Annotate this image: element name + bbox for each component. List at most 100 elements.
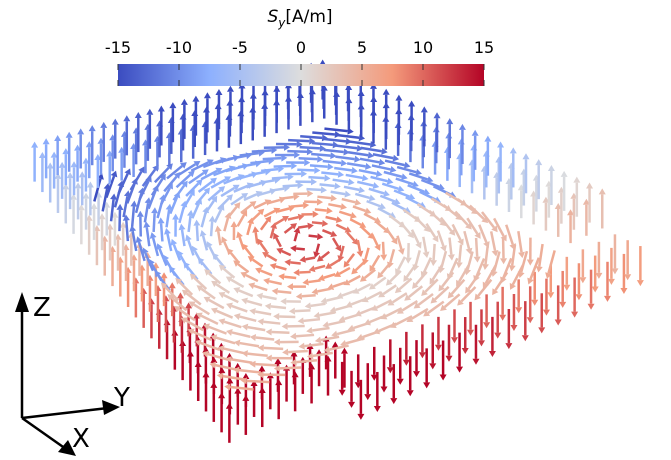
- arrow-head: [297, 317, 304, 325]
- arrow-head: [343, 148, 350, 156]
- arrow-head: [210, 177, 217, 185]
- arrow-head: [483, 322, 491, 329]
- arrow-head: [474, 231, 481, 239]
- arrow-head: [208, 215, 216, 222]
- arrow-head: [157, 105, 165, 112]
- arrow-shaft: [145, 227, 151, 247]
- arrow-shaft: [466, 251, 474, 270]
- arrow-head: [329, 306, 337, 314]
- arrow-head: [304, 159, 311, 167]
- arrow-shaft: [192, 330, 213, 342]
- arrow-head: [465, 247, 473, 255]
- arrow-shaft: [502, 257, 513, 279]
- arrow-head: [322, 321, 330, 329]
- arrow-head: [361, 174, 369, 182]
- arrow-head: [257, 318, 264, 326]
- arrow-head: [110, 170, 118, 178]
- arrow-shaft: [259, 242, 268, 253]
- arrow-head: [276, 247, 284, 255]
- arrow-head: [66, 172, 74, 179]
- arrow-shaft: [247, 325, 266, 332]
- arrow-head: [203, 92, 211, 99]
- arrow-head: [391, 237, 398, 245]
- arrow-head: [183, 261, 190, 269]
- arrow-shaft: [163, 175, 178, 193]
- arrow-shaft: [281, 249, 292, 257]
- arrow-shaft: [253, 284, 268, 292]
- arrow-head: [221, 236, 228, 244]
- arrow-head: [313, 251, 320, 259]
- arrow-head: [77, 128, 85, 135]
- arrow-head: [415, 168, 422, 176]
- arrow-head: [446, 273, 454, 281]
- arrow-head: [252, 226, 260, 233]
- arrow-head: [307, 222, 314, 230]
- arrow-head: [274, 357, 282, 364]
- arrow-shaft: [287, 149, 308, 153]
- arrow-shaft: [454, 210, 469, 226]
- arrow-shaft: [414, 215, 427, 229]
- arrow-shaft: [434, 285, 450, 301]
- arrow-shaft: [457, 198, 474, 212]
- arrow-shaft: [312, 131, 336, 136]
- arrow-head: [607, 278, 615, 285]
- arrow-shaft: [440, 250, 448, 268]
- arrow-head: [403, 161, 411, 169]
- arrow-head: [354, 198, 362, 206]
- arrow-head: [257, 238, 264, 246]
- arrow-head: [406, 315, 414, 322]
- arrow-head: [517, 271, 525, 279]
- arrow-shaft: [317, 195, 332, 200]
- arrow-shaft: [460, 286, 477, 303]
- arrow-head: [331, 341, 339, 348]
- arrow-shaft: [356, 180, 374, 187]
- arrow-shaft: [335, 223, 347, 231]
- arrow-head: [70, 161, 78, 168]
- arrow-shaft: [319, 311, 336, 317]
- arrow-head: [383, 190, 390, 197]
- arrow-shaft: [248, 170, 266, 177]
- arrow-head: [302, 201, 310, 209]
- arrow-shaft: [417, 292, 434, 306]
- arrow-shaft: [117, 173, 129, 195]
- arrow-head: [249, 334, 257, 342]
- arrow-head: [134, 112, 142, 119]
- arrow-head: [591, 286, 599, 293]
- arrow-shaft: [223, 217, 230, 232]
- arrow-shaft: [324, 127, 348, 133]
- arrow-head: [531, 299, 539, 306]
- arrow-head: [249, 201, 257, 208]
- arrow-shaft: [338, 210, 352, 217]
- colorbar-tick-label: 10: [413, 38, 433, 57]
- arrow-shaft: [191, 202, 200, 219]
- arrow-head: [227, 248, 234, 256]
- arrow-head: [415, 241, 422, 249]
- arrow-head: [356, 250, 364, 258]
- arrow-head: [500, 276, 507, 284]
- arrow-shaft: [178, 281, 194, 296]
- arrow-head: [314, 336, 322, 344]
- colorbar-tick-label: 5: [357, 38, 367, 57]
- arrow-head: [491, 249, 499, 257]
- arrow-shaft: [273, 218, 285, 226]
- arrow-shaft: [197, 180, 213, 193]
- arrow-head: [302, 278, 309, 286]
- arrow-shaft: [231, 358, 253, 364]
- x-axis: [21, 416, 67, 451]
- arrow-shaft: [250, 211, 261, 223]
- arrow-shaft: [391, 201, 407, 212]
- arrow-head: [189, 273, 197, 281]
- triad-x-label: X: [72, 424, 90, 454]
- arrow-shaft: [263, 346, 284, 351]
- arrow-head: [199, 229, 207, 237]
- arrow-head: [173, 305, 181, 313]
- arrow-shaft: [210, 178, 227, 189]
- arrow-shaft: [239, 151, 259, 157]
- arrow-shaft: [246, 299, 263, 307]
- arrow-head: [218, 318, 226, 326]
- arrow-head: [151, 207, 159, 214]
- arrow-shaft: [240, 203, 253, 214]
- arrow-head: [330, 230, 338, 238]
- colorbar-tick-label: -15: [105, 38, 131, 57]
- arrow-shaft: [222, 374, 246, 381]
